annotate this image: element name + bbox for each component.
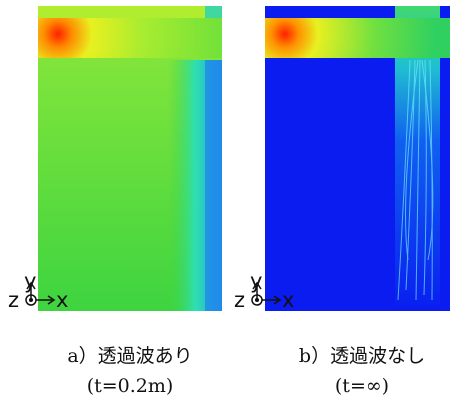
axis-label-z: z (234, 288, 245, 312)
caption: b）透過波なし (299, 345, 425, 367)
condition: (t=0.2m) (87, 375, 174, 397)
condition: (t=∞) (335, 375, 389, 397)
axis-label-x: x (56, 288, 68, 312)
axis-label-z: z (8, 288, 19, 312)
axis-icon-b (251, 281, 282, 306)
axis-label-x: x (282, 288, 294, 312)
panel-a-image (38, 6, 222, 311)
panel-b-image (265, 6, 450, 311)
axis-label-y: y (24, 269, 36, 293)
axis-icon-a (25, 281, 56, 306)
axis-label-y: y (250, 269, 262, 293)
caption: a）透過波あり (67, 345, 192, 367)
